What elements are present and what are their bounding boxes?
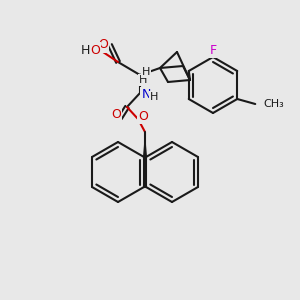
Text: O: O xyxy=(90,44,100,56)
Text: O: O xyxy=(138,110,148,122)
Text: H: H xyxy=(150,92,158,102)
Text: F: F xyxy=(209,44,217,56)
Text: CH₃: CH₃ xyxy=(263,99,284,109)
Text: H: H xyxy=(142,67,150,77)
Text: O: O xyxy=(98,38,108,52)
Text: H: H xyxy=(139,75,147,85)
Text: N: N xyxy=(141,88,151,101)
Text: H: H xyxy=(80,44,90,56)
Text: O: O xyxy=(111,109,121,122)
